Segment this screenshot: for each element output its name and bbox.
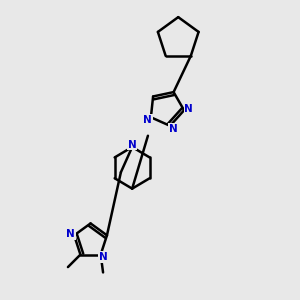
Text: N: N	[128, 140, 136, 150]
Text: N: N	[184, 104, 193, 114]
Text: N: N	[169, 124, 178, 134]
Text: N: N	[66, 229, 75, 239]
Text: N: N	[99, 252, 107, 262]
Text: N: N	[143, 115, 152, 125]
